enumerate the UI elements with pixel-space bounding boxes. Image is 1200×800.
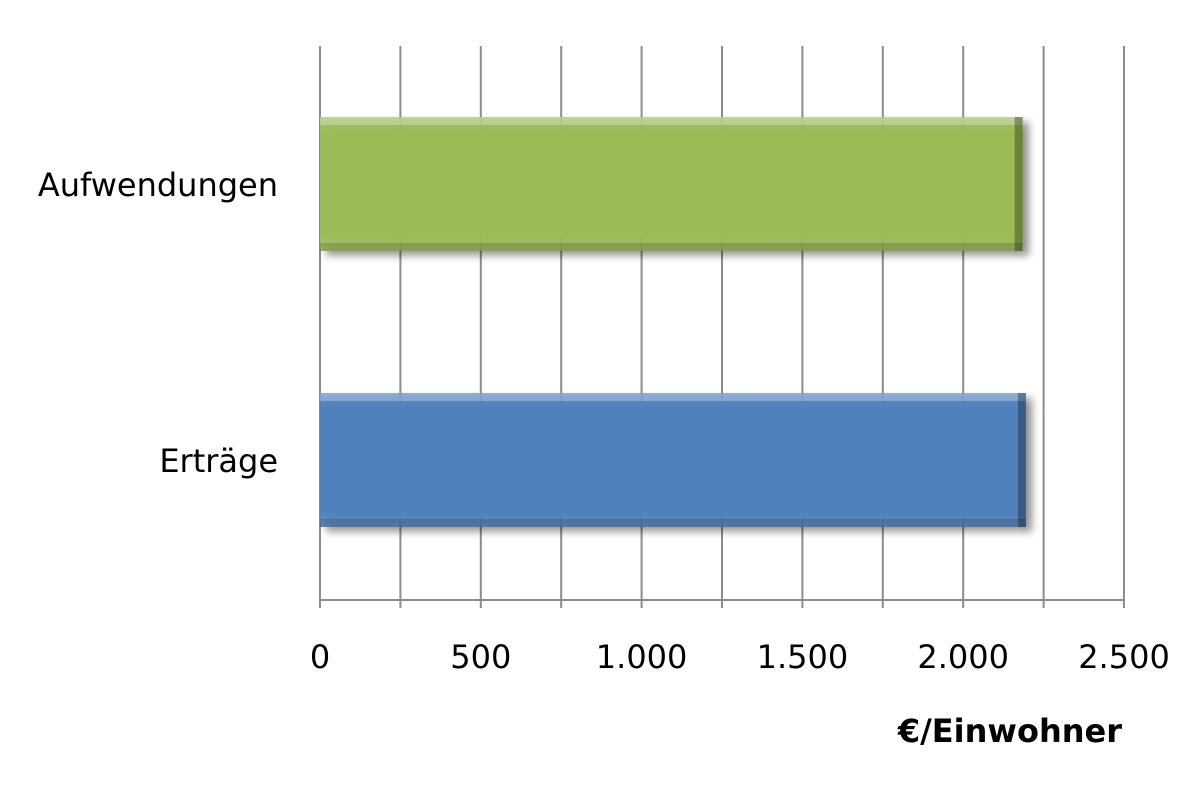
- bar-bevel-bottom: [320, 243, 1023, 251]
- tick-label: 1.500: [757, 638, 849, 676]
- tick-label: 500: [450, 638, 511, 676]
- bar-bevel-top: [320, 117, 1023, 125]
- bar-bevel-end: [1014, 117, 1023, 251]
- bar-rect: [320, 393, 1026, 527]
- bar-bevel-top: [320, 393, 1026, 401]
- tick-label: 2.500: [1078, 638, 1170, 676]
- x-axis-title: €/Einwohner: [897, 712, 1122, 750]
- bar-aufwendungen: [320, 117, 1023, 251]
- category-label: Erträge: [159, 442, 278, 480]
- bar-bevel-bottom: [320, 519, 1026, 527]
- category-label: Aufwendungen: [38, 166, 278, 204]
- tick-labels: 0 500 1.000 1.500 2.000 2.500: [310, 638, 1170, 676]
- tick-label: 2.000: [917, 638, 1009, 676]
- x-axis: [319, 599, 1125, 608]
- category-labels: Aufwendungen Erträge: [38, 166, 278, 480]
- tick-label: 1.000: [596, 638, 688, 676]
- bar-rect: [320, 117, 1023, 251]
- bars: [320, 117, 1026, 527]
- bar-ertraege: [320, 393, 1026, 527]
- bar-bevel-end: [1017, 393, 1026, 527]
- tick-label: 0: [310, 638, 330, 676]
